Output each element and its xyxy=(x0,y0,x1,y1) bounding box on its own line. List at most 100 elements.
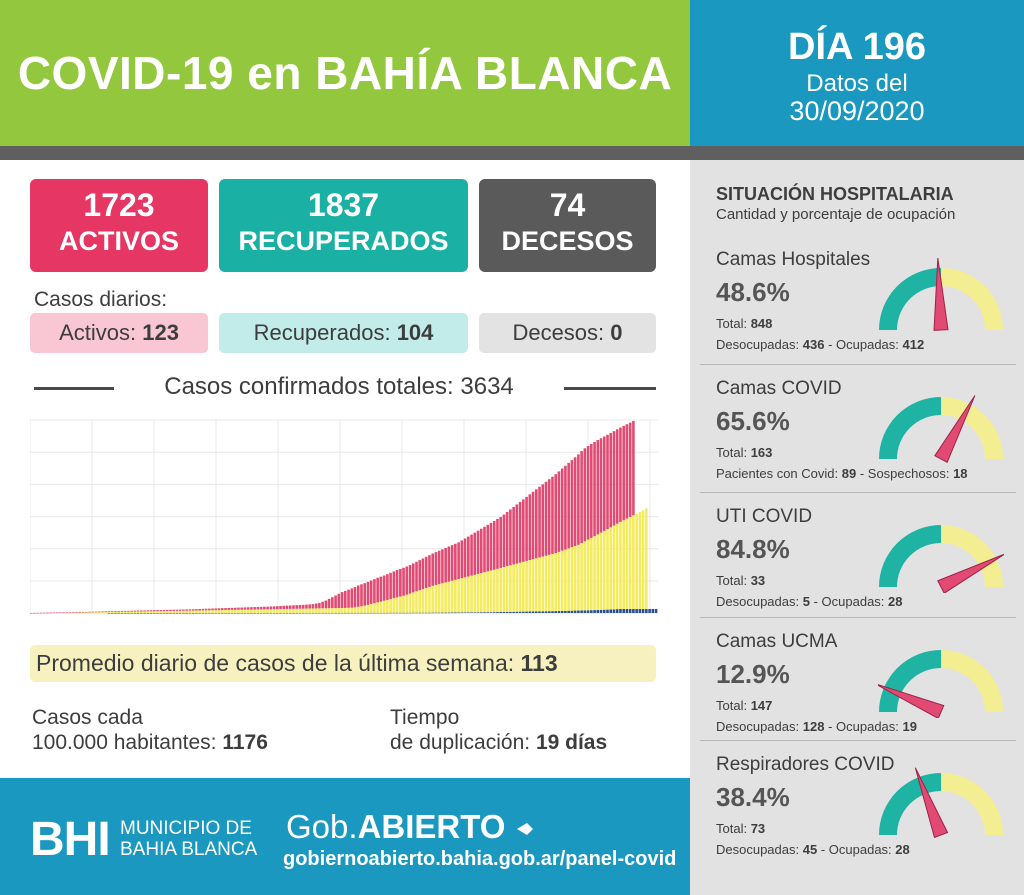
bar-deaths xyxy=(314,612,318,614)
bar-deaths xyxy=(577,610,580,613)
detail-b-label: Sospechosos: xyxy=(867,466,950,481)
bar-recovered xyxy=(211,610,214,613)
bar-active xyxy=(382,575,386,601)
bar-recovered xyxy=(376,602,379,613)
bar-deaths xyxy=(402,612,405,614)
bar-deaths xyxy=(243,612,247,614)
bar-recovered xyxy=(454,579,457,613)
bar-deaths xyxy=(272,612,276,614)
bar-deaths xyxy=(538,611,541,613)
bar-deaths xyxy=(305,612,308,614)
bar-recovered xyxy=(347,607,350,613)
bar-deaths xyxy=(648,608,651,613)
bar-deaths xyxy=(250,612,253,614)
bar-recovered xyxy=(62,612,65,614)
bar-deaths xyxy=(483,612,486,613)
bar-active xyxy=(467,536,470,577)
bar-recovered xyxy=(308,608,311,613)
bar-active xyxy=(217,608,221,611)
bar-deaths xyxy=(220,612,224,614)
gob-strong: ABIERTO xyxy=(357,808,506,845)
bar-active xyxy=(78,612,82,613)
bar-deaths xyxy=(392,612,396,614)
total-value: 33 xyxy=(750,573,766,588)
bar-active xyxy=(133,610,137,612)
bar-active xyxy=(366,581,370,605)
bar-deaths xyxy=(654,608,658,613)
bar-deaths xyxy=(428,612,431,614)
bar-active xyxy=(522,499,525,562)
bar-deaths xyxy=(340,612,344,614)
bar-recovered xyxy=(214,610,218,613)
bar-deaths xyxy=(470,612,473,613)
doubling-time-line2: de duplicación: 19 días xyxy=(390,730,607,755)
bar-active xyxy=(146,610,150,612)
bar-active xyxy=(191,609,195,611)
bar-deaths xyxy=(282,612,286,614)
bar-active xyxy=(85,611,88,613)
bar-deaths xyxy=(534,611,538,613)
bar-deaths xyxy=(363,612,367,614)
total-value: 848 xyxy=(750,316,773,331)
bar-recovered xyxy=(421,589,425,613)
bar-deaths xyxy=(463,612,467,613)
bar-recovered xyxy=(483,572,486,613)
bar-active xyxy=(395,570,399,598)
bar-deaths xyxy=(175,612,179,614)
bar-recovered xyxy=(136,611,140,613)
recuperados-value: 1837 xyxy=(307,187,380,223)
bar-recovered xyxy=(463,577,467,613)
chart-title-label: Casos confirmados totales: xyxy=(164,373,454,400)
bar-deaths xyxy=(625,608,629,613)
bar-active xyxy=(81,611,85,613)
cases-per-100k-label: 100.000 habitantes: xyxy=(32,731,217,754)
bar-recovered xyxy=(583,541,587,611)
bar-deaths xyxy=(217,612,221,614)
bar-recovered xyxy=(447,581,451,613)
bar-deaths xyxy=(237,612,240,614)
bar-recovered xyxy=(188,610,192,613)
doubling-time-line1: Tiempo xyxy=(390,706,460,729)
bar-active xyxy=(201,608,205,611)
bar-active xyxy=(337,593,341,609)
panel-url-link[interactable]: gobiernoabierto.bahia.gob.ar/panel-covid xyxy=(283,848,677,870)
hospital-item-pct: 12.9% xyxy=(716,659,790,690)
bar-active xyxy=(117,611,120,612)
bar-deaths xyxy=(366,612,370,614)
bar-deaths xyxy=(110,612,114,614)
bar-recovered xyxy=(298,608,302,613)
bar-recovered xyxy=(240,609,243,613)
bar-recovered xyxy=(327,608,331,613)
bar-recovered xyxy=(230,609,234,613)
bar-deaths xyxy=(172,612,176,614)
bar-active xyxy=(298,605,302,609)
bar-recovered xyxy=(162,611,166,613)
occupancy-gauge xyxy=(879,395,1003,463)
bar-deaths xyxy=(214,612,218,614)
bar-deaths xyxy=(431,612,434,614)
bar-active xyxy=(188,609,192,611)
bar-recovered xyxy=(544,555,548,612)
gob-abierto-logo: Gob.ABIERTO xyxy=(286,808,535,846)
bar-active xyxy=(577,454,580,545)
bar-deaths xyxy=(457,612,460,614)
hospital-item-detail: Desocupadas: 5 - Ocupadas: 28 xyxy=(716,594,903,609)
bar-active xyxy=(551,476,554,554)
bar-deaths xyxy=(298,612,302,614)
bar-deaths xyxy=(522,611,525,613)
bar-recovered xyxy=(178,610,182,613)
bar-deaths xyxy=(211,612,214,614)
bar-recovered xyxy=(301,608,305,613)
bar-active xyxy=(499,517,502,568)
daily-decesos-label: Decesos: xyxy=(512,320,605,345)
decesos-label: DECESOS xyxy=(501,226,634,256)
bar-deaths xyxy=(628,608,632,613)
bar-deaths xyxy=(460,612,464,614)
bar-active xyxy=(586,445,590,540)
bar-deaths xyxy=(395,612,399,614)
doubling-time-value: 19 días xyxy=(535,731,608,754)
bar-deaths xyxy=(609,609,613,613)
bar-active xyxy=(612,431,616,526)
page-title: COVID-19 en BAHÍA BLANCA xyxy=(17,47,673,99)
header-banner xyxy=(0,0,690,146)
